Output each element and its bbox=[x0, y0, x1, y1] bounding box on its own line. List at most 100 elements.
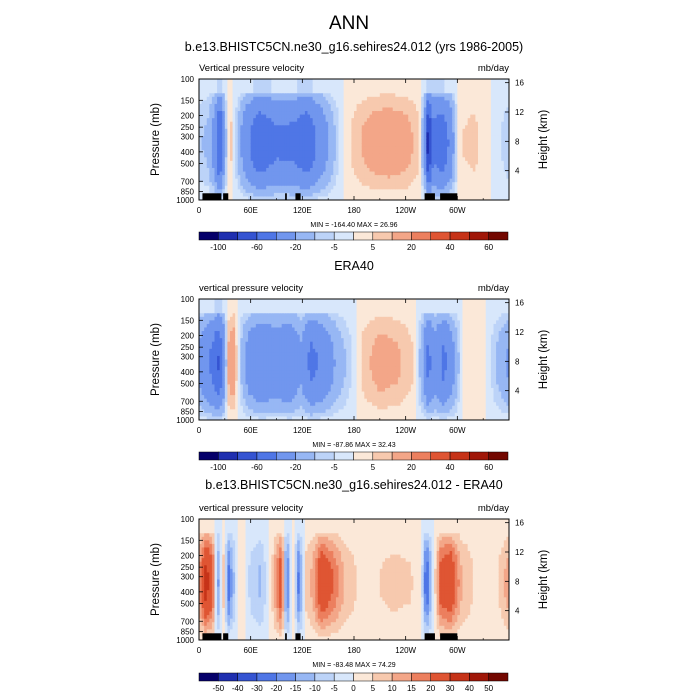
field-cell bbox=[356, 118, 360, 123]
field-cell bbox=[485, 135, 489, 141]
field-cell bbox=[447, 93, 451, 98]
field-cell bbox=[418, 86, 422, 91]
field-cell bbox=[392, 89, 396, 94]
field-cell bbox=[418, 146, 422, 151]
field-cell bbox=[428, 178, 433, 183]
field-cell bbox=[395, 196, 399, 200]
field-cell bbox=[372, 189, 376, 194]
field-cell bbox=[465, 143, 469, 148]
field-cell bbox=[462, 103, 466, 109]
field-cell bbox=[286, 121, 291, 126]
field-cell bbox=[382, 143, 386, 148]
field-cell bbox=[444, 160, 448, 166]
field-cell bbox=[392, 93, 396, 98]
field-cell bbox=[268, 146, 272, 151]
field-cell bbox=[418, 178, 422, 183]
field-cell bbox=[242, 387, 247, 393]
field-cell bbox=[230, 143, 234, 148]
field-cell bbox=[392, 96, 396, 101]
field-cell bbox=[227, 118, 231, 123]
field-cell bbox=[408, 79, 412, 84]
field-cell bbox=[416, 128, 420, 133]
field-cell bbox=[304, 103, 309, 109]
field-cell bbox=[242, 171, 247, 176]
field-cell bbox=[410, 160, 415, 166]
field-cell bbox=[421, 135, 425, 141]
field-cell bbox=[286, 160, 291, 166]
field-cell bbox=[418, 125, 422, 130]
field-cell bbox=[400, 150, 404, 155]
field-cell bbox=[248, 402, 252, 407]
field-cell bbox=[423, 182, 427, 187]
field-cell bbox=[219, 100, 223, 105]
field-cell bbox=[224, 338, 229, 343]
field-cell bbox=[279, 111, 283, 116]
field-cell bbox=[506, 96, 509, 101]
field-cell bbox=[250, 139, 254, 144]
field-cell bbox=[377, 167, 381, 173]
field-cell bbox=[284, 89, 288, 94]
field-cell bbox=[346, 192, 350, 198]
field-cell bbox=[335, 196, 340, 200]
field-cell bbox=[366, 86, 371, 91]
field-cell bbox=[302, 192, 306, 198]
field-cell bbox=[279, 96, 283, 101]
field-cell bbox=[255, 395, 260, 400]
field-cell bbox=[237, 320, 241, 325]
field-cell bbox=[428, 107, 433, 112]
field-cell bbox=[214, 395, 218, 400]
field-cell bbox=[328, 164, 332, 169]
colorbar-swatch bbox=[469, 231, 489, 241]
field-cell bbox=[253, 100, 257, 105]
field-cell bbox=[335, 111, 340, 116]
field-cell bbox=[304, 143, 309, 148]
field-cell bbox=[263, 89, 267, 94]
field-cell bbox=[426, 171, 430, 176]
field-cell bbox=[312, 192, 316, 198]
field-cell bbox=[449, 107, 453, 112]
field-cell bbox=[240, 373, 244, 378]
field-cell bbox=[253, 107, 257, 112]
field-cell bbox=[222, 316, 226, 321]
field-cell bbox=[351, 160, 355, 166]
field-cell bbox=[413, 171, 417, 176]
field-cell bbox=[436, 146, 440, 151]
field-cell bbox=[292, 114, 296, 119]
field-cell bbox=[447, 175, 451, 180]
field-cell bbox=[351, 79, 355, 84]
field-cell bbox=[222, 363, 226, 368]
field-cell bbox=[266, 135, 270, 141]
field-cell bbox=[240, 93, 244, 98]
field-cell bbox=[261, 146, 265, 151]
field-cell bbox=[310, 118, 314, 123]
field-cell bbox=[250, 107, 254, 112]
field-cell bbox=[253, 380, 257, 386]
field-cell bbox=[214, 153, 218, 158]
field-cell bbox=[204, 302, 208, 307]
field-cell bbox=[199, 150, 203, 155]
field-cell bbox=[498, 139, 502, 144]
field-cell bbox=[224, 302, 229, 307]
field-cell bbox=[431, 185, 435, 190]
field-cell bbox=[354, 178, 358, 183]
field-cell bbox=[201, 363, 205, 368]
field-cell bbox=[323, 143, 327, 148]
field-cell bbox=[289, 182, 293, 187]
field-cell bbox=[320, 107, 324, 112]
field-cell bbox=[250, 341, 254, 346]
field-cell bbox=[281, 135, 285, 141]
field-cell bbox=[253, 402, 257, 407]
field-cell bbox=[441, 178, 446, 183]
field-cell bbox=[426, 93, 430, 98]
field-cell bbox=[304, 82, 309, 87]
field-cell bbox=[485, 82, 489, 87]
field-cell bbox=[457, 146, 461, 151]
field-cell bbox=[206, 345, 210, 350]
field-cell bbox=[289, 153, 293, 158]
field-cell bbox=[459, 82, 464, 87]
field-cell bbox=[255, 348, 260, 353]
field-cell bbox=[292, 128, 296, 133]
field-cell bbox=[292, 107, 296, 112]
field-cell bbox=[483, 139, 487, 144]
field-cell bbox=[214, 352, 218, 357]
